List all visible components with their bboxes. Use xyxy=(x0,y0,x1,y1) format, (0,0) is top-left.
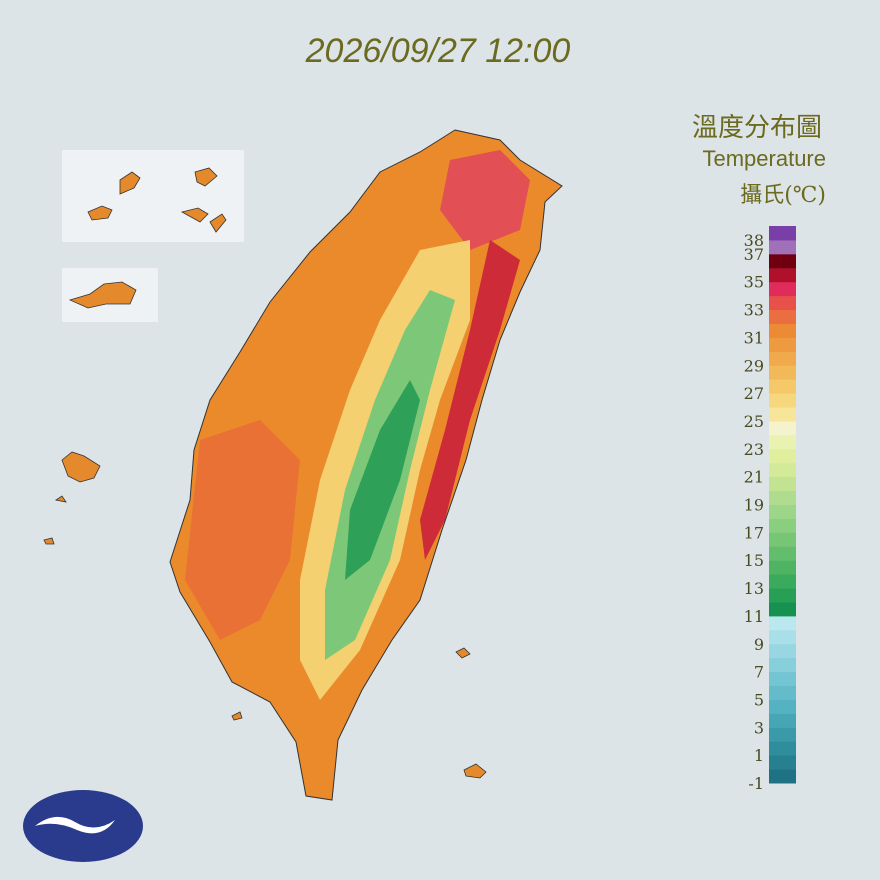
legend-swatch xyxy=(769,281,796,297)
legend-swatch xyxy=(769,309,796,324)
legend-swatch xyxy=(769,546,796,561)
legend-tick-label: 17 xyxy=(744,523,764,542)
legend-swatch xyxy=(769,351,796,366)
legend-swatch xyxy=(769,323,796,338)
legend-swatch xyxy=(769,741,796,756)
legend-swatch xyxy=(769,699,796,714)
legend-swatch xyxy=(769,727,796,742)
legend-swatch xyxy=(769,226,796,241)
legend-swatch xyxy=(769,518,796,533)
legend-tick-label: 35 xyxy=(744,273,764,292)
legend-subtitle: Temperature xyxy=(702,146,826,171)
legend-swatch xyxy=(769,337,796,352)
legend-tick-label: 19 xyxy=(744,496,764,515)
legend-tick-label: 5 xyxy=(754,690,764,709)
legend-swatch xyxy=(769,629,796,645)
legend-tick-label: 7 xyxy=(754,663,764,682)
legend-tick-label: -1 xyxy=(748,774,764,793)
legend-swatch xyxy=(769,365,796,380)
legend-swatch xyxy=(769,671,796,687)
legend-tick-label: 27 xyxy=(744,384,764,403)
legend-tick-label: 15 xyxy=(744,551,764,570)
hot-zone xyxy=(185,420,300,640)
legend-tick-label: 21 xyxy=(744,468,764,487)
legend-swatch xyxy=(769,393,796,408)
legend-tick-label: 3 xyxy=(754,718,764,737)
legend-swatch xyxy=(769,755,796,770)
legend-tick-label: 29 xyxy=(744,356,764,375)
legend-tick-label: 31 xyxy=(744,328,764,347)
legend-swatch xyxy=(769,490,796,505)
legend-tick-label: 37 xyxy=(744,245,764,264)
legend-swatch xyxy=(769,657,796,673)
legend-swatch xyxy=(769,420,796,436)
legend-swatch xyxy=(769,295,796,311)
legend-swatch xyxy=(769,615,796,631)
legend-swatch xyxy=(769,407,796,422)
legend-tick-label: 38 xyxy=(744,231,764,250)
legend-tick-label: 25 xyxy=(744,412,764,431)
legend-tick-label: 9 xyxy=(754,635,764,654)
legend-swatch xyxy=(769,462,796,478)
legend-swatch xyxy=(769,379,796,394)
legend-tick-label: 13 xyxy=(744,579,764,598)
hot-zone xyxy=(420,240,520,560)
legend-tick-label: 11 xyxy=(744,607,764,626)
legend-swatch xyxy=(769,267,796,283)
legend-swatch xyxy=(769,713,796,728)
legend-title: 溫度分布圖 xyxy=(692,113,822,143)
legend-swatch xyxy=(769,685,796,700)
timestamp: 2026/09/27 12:00 xyxy=(305,32,571,70)
legend-swatch xyxy=(769,476,796,492)
legend-tick-label: 1 xyxy=(754,746,764,765)
logo-wave xyxy=(35,816,115,834)
legend-tick-label: 23 xyxy=(744,440,764,459)
legend-swatch xyxy=(769,574,796,589)
legend-swatch xyxy=(769,448,796,464)
legend-swatch xyxy=(769,560,796,575)
legend-swatch xyxy=(769,239,796,255)
islands xyxy=(43,167,487,779)
legend-swatch xyxy=(769,504,796,519)
legend-swatch xyxy=(769,588,796,603)
cold-zone xyxy=(345,380,420,580)
legend-swatch xyxy=(769,601,796,617)
legend-swatch xyxy=(769,643,796,659)
legend-swatch xyxy=(769,253,796,269)
legend-swatch xyxy=(769,532,796,547)
legend-swatch xyxy=(769,434,796,450)
legend-tick-label: 33 xyxy=(744,301,764,320)
legend-swatch xyxy=(769,769,796,784)
legend-unit: 攝氏(℃) xyxy=(740,183,826,208)
hot-zone xyxy=(440,150,530,250)
